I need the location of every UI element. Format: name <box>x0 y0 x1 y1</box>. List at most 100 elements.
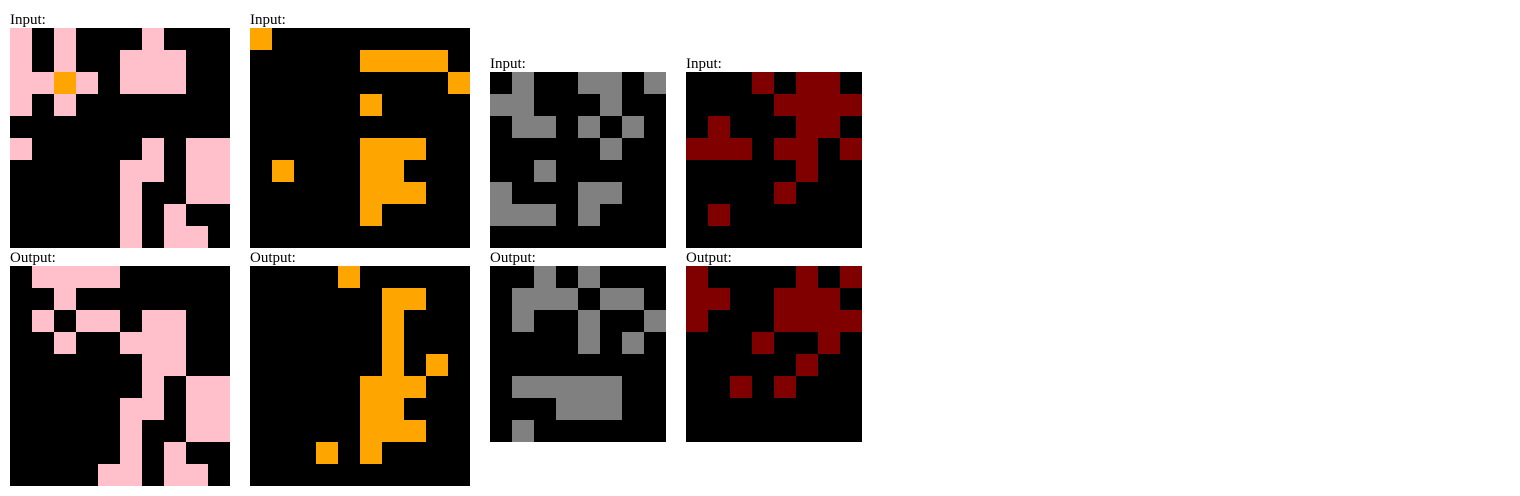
grid-cell <box>600 310 622 332</box>
grid-cell <box>316 354 338 376</box>
grid-cell <box>208 204 230 226</box>
grid-cell <box>448 28 470 50</box>
grid-cell <box>448 50 470 72</box>
grid-cell <box>294 332 316 354</box>
grid-cell <box>142 94 164 116</box>
grid-cell <box>250 138 272 160</box>
grid-cell <box>556 204 578 226</box>
example-4-input-label: Input: <box>686 56 722 72</box>
grid-cell <box>164 50 186 72</box>
grid-cell <box>448 442 470 464</box>
grid-cell <box>512 288 534 310</box>
grid-cell <box>142 464 164 486</box>
grid-cell <box>316 182 338 204</box>
grid-cell <box>426 398 448 420</box>
grid-cell <box>208 138 230 160</box>
grid-cell <box>186 160 208 182</box>
grid-cell <box>578 116 600 138</box>
grid-cell <box>840 420 862 442</box>
grid-cell <box>686 116 708 138</box>
grid-cell <box>578 226 600 248</box>
grid-cell <box>76 50 98 72</box>
example-1-output-grid <box>10 266 230 486</box>
grid-cell <box>98 288 120 310</box>
grid-cell <box>32 226 54 248</box>
grid-cell <box>600 204 622 226</box>
grid-cell <box>686 266 708 288</box>
grid-cell <box>76 332 98 354</box>
grid-cell <box>818 72 840 94</box>
grid-cell <box>10 442 32 464</box>
grid-cell <box>316 160 338 182</box>
grid-cell <box>120 50 142 72</box>
grid-cell <box>360 204 382 226</box>
example-4-output-grid <box>686 266 862 442</box>
grid-cell <box>622 332 644 354</box>
grid-cell <box>250 442 272 464</box>
grid-cell <box>490 226 512 248</box>
grid-cell <box>490 182 512 204</box>
grid-cell <box>338 160 360 182</box>
grid-cell <box>294 266 316 288</box>
grid-cell <box>796 266 818 288</box>
grid-cell <box>360 420 382 442</box>
grid-cell <box>448 204 470 226</box>
grid-cell <box>686 72 708 94</box>
grid-cell <box>796 376 818 398</box>
grid-cell <box>338 442 360 464</box>
grid-cell <box>316 376 338 398</box>
grid-cell <box>142 72 164 94</box>
grid-cell <box>708 266 730 288</box>
grid-cell <box>76 266 98 288</box>
grid-cell <box>142 266 164 288</box>
grid-cell <box>272 376 294 398</box>
grid-cell <box>120 28 142 50</box>
grid-cell <box>708 354 730 376</box>
grid-cell <box>426 160 448 182</box>
grid-cell <box>98 50 120 72</box>
grid-cell <box>294 94 316 116</box>
grid-cell <box>98 72 120 94</box>
grid-cell <box>54 288 76 310</box>
grid-cell <box>708 398 730 420</box>
grid-cell <box>426 204 448 226</box>
grid-cell <box>752 72 774 94</box>
grid-cell <box>98 332 120 354</box>
grid-cell <box>338 28 360 50</box>
grid-cell <box>316 310 338 332</box>
grid-cell <box>512 266 534 288</box>
grid-cell <box>164 226 186 248</box>
grid-cell <box>32 116 54 138</box>
grid-cell <box>272 50 294 72</box>
grid-cell <box>708 332 730 354</box>
grid-cell <box>54 160 76 182</box>
grid-cell <box>338 332 360 354</box>
grid-cell <box>186 204 208 226</box>
grid-cell <box>840 310 862 332</box>
grid-cell <box>360 116 382 138</box>
grid-cell <box>382 72 404 94</box>
grid-cell <box>98 138 120 160</box>
grid-cell <box>316 332 338 354</box>
grid-cell <box>76 182 98 204</box>
grid-cell <box>272 420 294 442</box>
grid-cell <box>644 160 666 182</box>
grid-cell <box>556 376 578 398</box>
grid-cell <box>316 204 338 226</box>
grid-cell <box>752 116 774 138</box>
grid-cell <box>142 204 164 226</box>
grid-cell <box>208 288 230 310</box>
grid-cell <box>708 138 730 160</box>
grid-cell <box>686 288 708 310</box>
grid-cell <box>818 204 840 226</box>
grid-cell <box>448 398 470 420</box>
grid-cell <box>796 288 818 310</box>
grid-cell <box>54 94 76 116</box>
grid-cell <box>208 464 230 486</box>
grid-cell <box>512 72 534 94</box>
example-3-output-grid <box>490 266 666 442</box>
grid-cell <box>272 138 294 160</box>
grid-cell <box>512 94 534 116</box>
grid-cell <box>10 464 32 486</box>
grid-cell <box>164 204 186 226</box>
